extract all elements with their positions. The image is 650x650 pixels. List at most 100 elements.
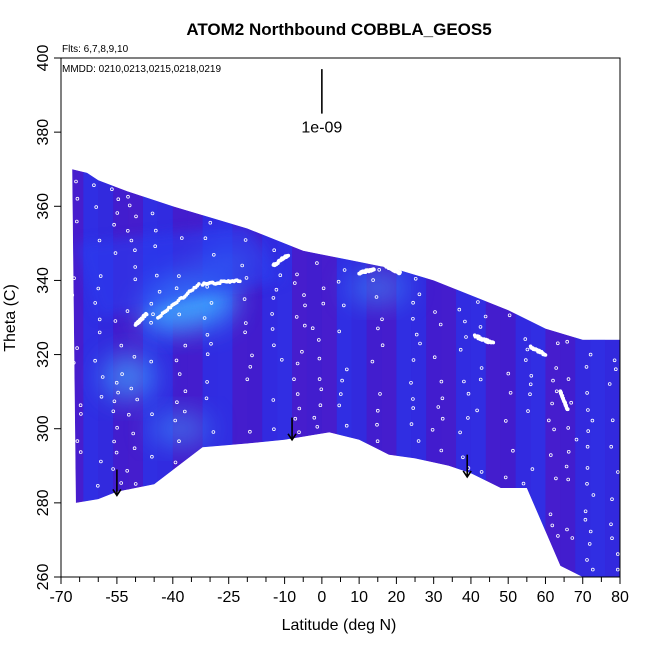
sample-dot	[503, 475, 508, 480]
sample-dot	[548, 512, 553, 517]
sample-dot	[591, 493, 596, 497]
track-dot	[197, 282, 201, 286]
sample-dot	[154, 228, 158, 233]
sample-dot	[315, 424, 320, 429]
sample-dot	[272, 248, 277, 253]
y-tick-label: 360	[35, 193, 52, 220]
sample-dot	[183, 409, 187, 414]
sample-dot	[180, 236, 184, 240]
sample-dot	[432, 355, 437, 360]
sample-dot	[554, 389, 559, 394]
sample-dot	[315, 261, 319, 265]
sample-dot	[92, 183, 96, 188]
field-band	[470, 169, 486, 577]
sample-dot	[312, 415, 317, 420]
sample-dot	[583, 509, 588, 514]
sample-dot	[610, 536, 614, 540]
y-tick-label: 280	[35, 489, 52, 516]
descent-arrow-head	[287, 433, 297, 442]
sample-dot	[175, 400, 179, 405]
sample-dot	[588, 529, 593, 534]
sample-dot	[433, 310, 437, 314]
sample-dot	[243, 238, 248, 242]
field-band	[262, 169, 278, 577]
sample-dot	[278, 273, 283, 278]
sample-dot	[97, 330, 102, 335]
sample-dot	[378, 392, 382, 396]
y-tick-label: 340	[35, 267, 52, 294]
sample-dot	[566, 426, 570, 430]
sample-dot	[439, 448, 444, 453]
sample-dot	[126, 229, 130, 233]
sample-dot	[584, 365, 589, 369]
sample-dot	[615, 567, 620, 572]
sample-dot	[564, 464, 569, 469]
sample-dot	[74, 179, 78, 184]
sample-dot	[511, 448, 515, 453]
sample-dot	[302, 293, 306, 297]
sample-dot	[133, 265, 138, 269]
sample-dot	[75, 219, 79, 224]
track-dot	[144, 312, 149, 317]
sample-dot	[202, 316, 207, 320]
x-tick-label: 40	[462, 589, 480, 606]
sample-dot	[292, 281, 297, 285]
sample-dot	[295, 361, 300, 366]
track-dot	[565, 407, 570, 412]
bright-region	[102, 354, 155, 399]
track-dot	[398, 270, 402, 275]
sample-dot	[370, 359, 375, 364]
y-tick-label: 380	[35, 119, 52, 146]
sample-dot	[609, 444, 613, 449]
sample-dot	[203, 236, 208, 241]
sample-dot	[70, 460, 75, 465]
sample-dot	[587, 542, 592, 546]
sample-dot	[292, 377, 296, 382]
field-band	[545, 169, 561, 577]
sample-dot	[411, 397, 415, 401]
sample-dot	[612, 358, 617, 363]
sample-dot	[149, 320, 153, 325]
sample-dot	[242, 297, 247, 301]
sample-dot	[586, 429, 590, 433]
sample-dot	[119, 481, 123, 485]
sample-dot	[411, 358, 416, 362]
sample-dot	[279, 357, 284, 362]
sample-dot	[548, 453, 553, 457]
x-tick-label: 0	[317, 589, 326, 606]
sample-dot	[244, 276, 249, 280]
sample-dot	[132, 446, 137, 451]
sample-dot	[75, 439, 80, 443]
sample-dot	[75, 346, 79, 350]
sample-dot	[173, 460, 178, 465]
sample-dot	[413, 276, 418, 281]
sample-dot	[300, 349, 304, 354]
sample-dot	[127, 203, 132, 208]
sample-dot	[375, 408, 380, 413]
sample-dot	[526, 409, 530, 413]
sample-dot	[100, 375, 105, 379]
field-band	[247, 169, 263, 577]
sample-dot	[440, 396, 445, 401]
field-band	[72, 169, 84, 577]
field-band	[83, 169, 99, 577]
x-tick-label: 20	[388, 589, 406, 606]
sample-dot	[294, 315, 299, 319]
field-band	[98, 169, 114, 577]
sample-dot	[337, 329, 342, 334]
y-tick-label: 260	[35, 564, 52, 591]
sample-dot	[409, 422, 414, 426]
sample-dot	[112, 399, 117, 404]
field-band	[426, 169, 442, 577]
field-band	[381, 169, 397, 577]
sample-dot	[554, 366, 558, 370]
x-tick-label: 80	[611, 589, 629, 606]
sample-dot	[151, 312, 155, 317]
sample-dot	[70, 293, 75, 297]
sample-dot	[340, 378, 344, 383]
sample-dot	[507, 313, 512, 318]
sample-dot	[115, 211, 120, 215]
sample-dot	[588, 352, 593, 357]
sample-dot	[375, 439, 380, 444]
field-band	[441, 169, 457, 577]
